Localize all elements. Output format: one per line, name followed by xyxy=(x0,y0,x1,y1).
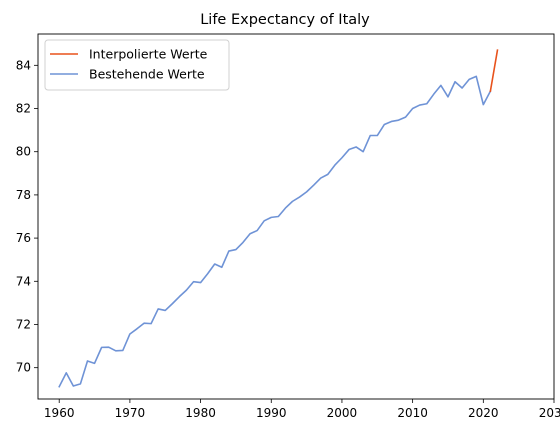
x-tick-label: 1980 xyxy=(185,406,216,420)
series-line-1 xyxy=(58,75,492,388)
x-tick-label: 2010 xyxy=(397,406,428,420)
y-tick-label: 76 xyxy=(16,231,31,245)
plot-frame xyxy=(37,33,555,400)
y-tick-label: 74 xyxy=(16,274,31,288)
y-tick-label: 78 xyxy=(16,188,31,202)
legend-label-1: Bestehende Werte xyxy=(89,67,205,82)
legend-label-0: Interpolierte Werte xyxy=(89,47,208,62)
x-tick-label: 1990 xyxy=(256,406,287,420)
legend-box xyxy=(44,39,230,91)
legend: Interpolierte Werte Bestehende Werte xyxy=(44,39,230,91)
x-tick-label: 1970 xyxy=(115,406,146,420)
plot-area xyxy=(58,49,499,388)
y-tick-label: 80 xyxy=(16,145,31,159)
y-tick-label: 84 xyxy=(16,58,31,72)
y-tick-label: 70 xyxy=(16,361,31,375)
series-line-0 xyxy=(489,49,499,93)
x-tick-label: 1960 xyxy=(44,406,75,420)
x-axis: 1960 1970 1980 1990 2000 2010 2020 2030 xyxy=(44,399,560,420)
x-tick-label: 2000 xyxy=(327,406,358,420)
y-tick-label: 82 xyxy=(16,102,31,116)
x-tick-label: 2030 xyxy=(539,406,560,420)
y-axis: 70 72 74 76 78 80 82 84 xyxy=(16,58,38,375)
chart-title: Life Expectancy of Italy xyxy=(200,12,370,28)
x-tick-label: 2020 xyxy=(468,406,499,420)
y-tick-label: 72 xyxy=(16,317,31,331)
